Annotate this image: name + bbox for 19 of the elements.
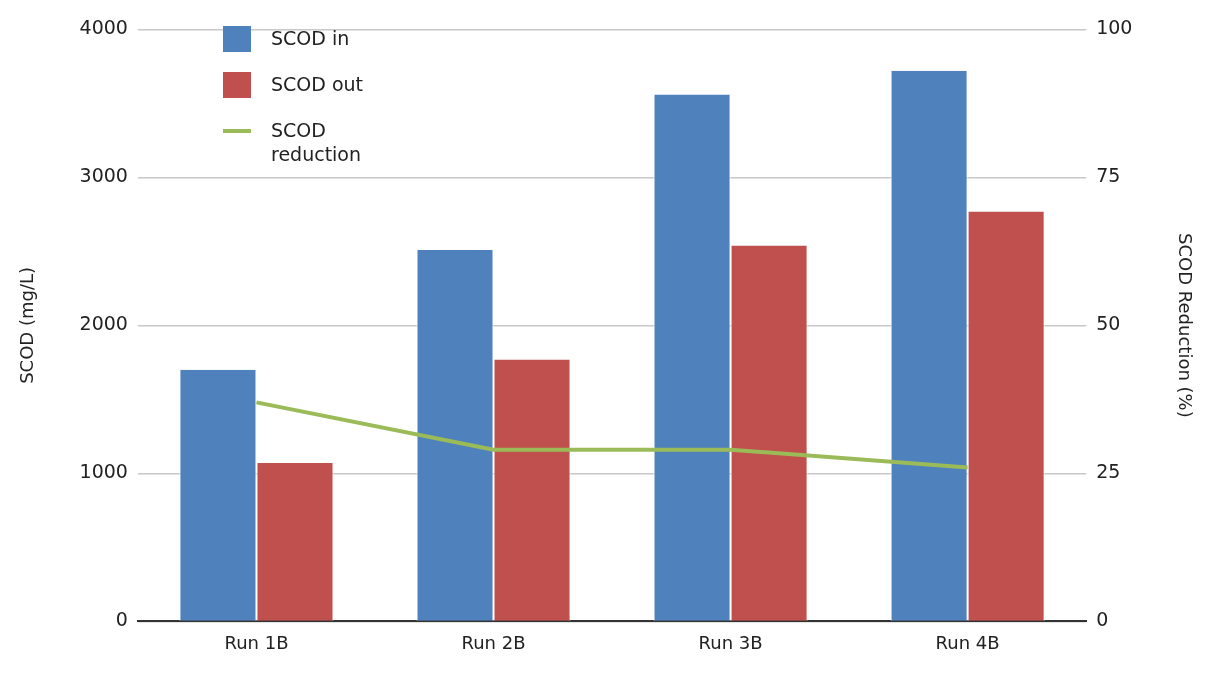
legend-label: SCOD reduction xyxy=(271,118,363,166)
x-tick-label: Run 4B xyxy=(935,631,1000,653)
y2-tick-label: 25 xyxy=(1096,460,1121,483)
y2-tick-label: 100 xyxy=(1096,16,1133,39)
x-tick-label: Run 1B xyxy=(224,631,289,653)
y-tick-label: 0 xyxy=(115,608,128,631)
y2-tick-label: 0 xyxy=(1096,608,1109,631)
y-tick-label: 4000 xyxy=(79,16,128,39)
legend-label: SCOD out xyxy=(271,72,364,96)
y2-tick-label: 50 xyxy=(1096,312,1121,335)
y-tick-label: 3000 xyxy=(79,164,128,187)
x-tick-label: Run 2B xyxy=(461,631,526,653)
y2-tick-label: 75 xyxy=(1096,164,1121,187)
legend-label: SCOD in xyxy=(271,26,350,50)
x-tick-label: Run 3B xyxy=(698,631,763,653)
y2-axis-title: SCOD Reduction (%) xyxy=(1174,233,1196,418)
y-tick-label: 1000 xyxy=(79,460,128,483)
y-tick-label: 2000 xyxy=(79,312,128,335)
y-axis-title: SCOD (mg/L) xyxy=(16,266,38,384)
